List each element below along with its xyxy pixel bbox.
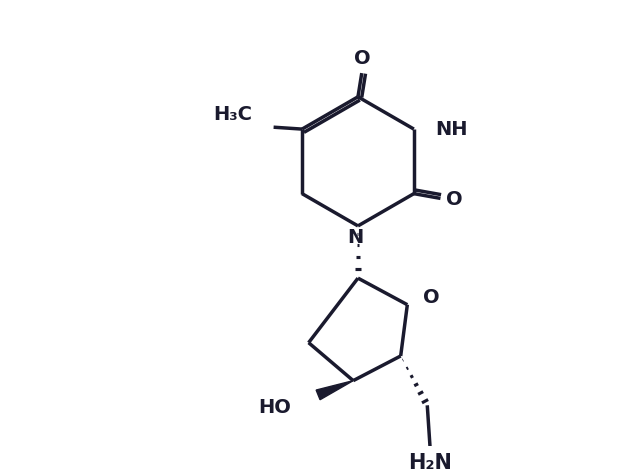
- Text: NH: NH: [435, 119, 467, 139]
- Text: HO: HO: [259, 398, 292, 417]
- Text: N: N: [347, 228, 364, 247]
- Text: H₂N: H₂N: [408, 453, 452, 470]
- Text: O: O: [446, 190, 463, 209]
- Polygon shape: [316, 381, 353, 400]
- Text: O: O: [422, 288, 439, 306]
- Text: H₃C: H₃C: [214, 105, 253, 125]
- Text: O: O: [355, 49, 371, 68]
